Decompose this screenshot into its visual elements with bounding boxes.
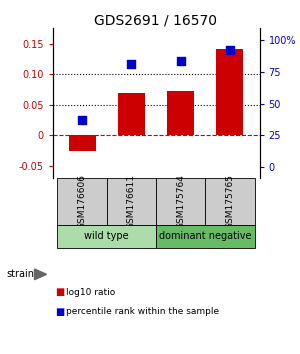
Text: GSM176606: GSM176606 xyxy=(78,174,87,229)
Point xyxy=(129,62,134,67)
Text: wild type: wild type xyxy=(84,231,129,241)
Bar xyxy=(57,224,156,248)
Bar xyxy=(118,92,145,135)
Bar xyxy=(57,178,107,224)
Point xyxy=(80,117,85,123)
Bar xyxy=(205,178,255,224)
Bar xyxy=(156,178,205,224)
Text: strain: strain xyxy=(6,269,34,279)
Text: ■: ■ xyxy=(56,307,64,316)
Bar xyxy=(107,178,156,224)
Text: dominant negative: dominant negative xyxy=(159,231,251,241)
Title: GDS2691 / 16570: GDS2691 / 16570 xyxy=(94,13,218,27)
Text: ■: ■ xyxy=(56,287,64,297)
Bar xyxy=(68,135,96,151)
Text: log10 ratio: log10 ratio xyxy=(66,287,115,297)
Text: GSM175764: GSM175764 xyxy=(176,174,185,229)
Text: GSM175765: GSM175765 xyxy=(225,174,234,229)
Text: GSM176611: GSM176611 xyxy=(127,174,136,229)
Bar xyxy=(156,224,255,248)
Point xyxy=(227,47,232,53)
Polygon shape xyxy=(34,269,46,280)
Point xyxy=(178,58,183,63)
Bar xyxy=(167,91,194,135)
Text: percentile rank within the sample: percentile rank within the sample xyxy=(66,307,219,316)
Bar xyxy=(216,49,244,135)
